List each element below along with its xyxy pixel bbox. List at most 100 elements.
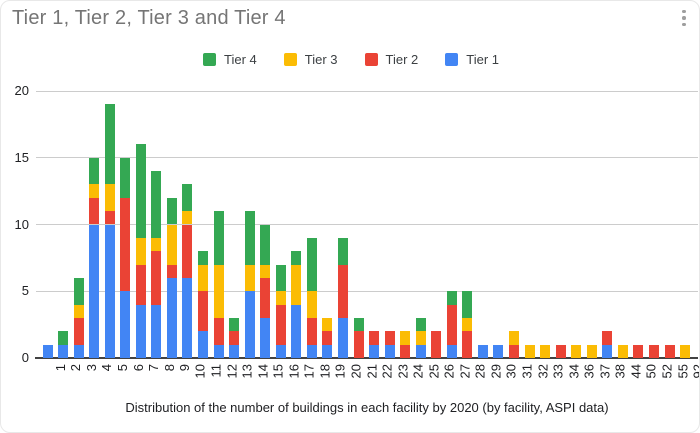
- bar-segment-tier1-x23[interactable]: [384, 344, 395, 358]
- bar-segment-tier1-x15[interactable]: [260, 317, 271, 358]
- bar-segment-tier2-x18[interactable]: [306, 317, 317, 345]
- bar-segment-tier2-x8[interactable]: [151, 251, 162, 305]
- bar-segment-tier4-x3[interactable]: [73, 277, 84, 305]
- bar-segment-tier1-x18[interactable]: [306, 344, 317, 358]
- bar-segment-tier1-x29[interactable]: [477, 344, 488, 358]
- bar-segment-tier3-x12[interactable]: [213, 264, 224, 318]
- bar-segment-tier3-x44[interactable]: [617, 344, 628, 358]
- bar-segment-tier3-x5[interactable]: [104, 184, 115, 212]
- bar-segment-tier2-x5[interactable]: [104, 211, 115, 225]
- bar-segment-tier3-x92[interactable]: [680, 344, 691, 358]
- bar-segment-tier4-x15[interactable]: [260, 224, 271, 265]
- bar-segment-tier3-x3[interactable]: [73, 304, 84, 318]
- bar-segment-tier2-x11[interactable]: [198, 291, 208, 332]
- bar-segment-tier2-x23[interactable]: [384, 331, 395, 345]
- bar-segment-tier2-x4[interactable]: [89, 197, 100, 225]
- bar-segment-tier1-x30[interactable]: [493, 344, 504, 358]
- bar-segment-tier3-x15[interactable]: [260, 264, 271, 278]
- bar-segment-tier2-x28[interactable]: [462, 331, 473, 358]
- bar-segment-tier3-x19[interactable]: [322, 317, 333, 332]
- bar-segment-tier4-x16[interactable]: [275, 264, 286, 292]
- bar-segment-tier3-x31[interactable]: [509, 331, 519, 345]
- bar-segment-tier4-x12[interactable]: [213, 211, 224, 265]
- bar-segment-tier1-x38[interactable]: [602, 344, 613, 358]
- bar-segment-tier1-x10[interactable]: [182, 277, 193, 358]
- bar-segment-tier2-x6[interactable]: [120, 197, 131, 292]
- bar-segment-tier1-x9[interactable]: [166, 277, 177, 358]
- bar-segment-tier1-x19[interactable]: [322, 344, 333, 358]
- bar-segment-tier2-x52[interactable]: [648, 344, 659, 358]
- bar-segment-tier2-x22[interactable]: [369, 331, 380, 345]
- bar-segment-tier4-x4[interactable]: [89, 157, 100, 185]
- bar-segment-tier2-x21[interactable]: [353, 331, 364, 358]
- bar-segment-tier2-x3[interactable]: [73, 317, 84, 345]
- bar-segment-tier1-x12[interactable]: [213, 344, 224, 358]
- bar-segment-tier4-x6[interactable]: [120, 157, 131, 198]
- bar-segment-tier4-x25[interactable]: [415, 317, 426, 332]
- bar-segment-tier2-x12[interactable]: [213, 317, 224, 345]
- bar-segment-tier1-x25[interactable]: [415, 344, 426, 358]
- bar-segment-tier1-x2[interactable]: [58, 344, 69, 358]
- bar-segment-tier2-x34[interactable]: [555, 344, 566, 358]
- bar-segment-tier3-x37[interactable]: [586, 344, 597, 358]
- bar-segment-tier2-x9[interactable]: [166, 264, 177, 278]
- bar-segment-tier2-x55[interactable]: [664, 344, 675, 358]
- bar-segment-tier1-x8[interactable]: [151, 304, 162, 358]
- bar-segment-tier4-x9[interactable]: [166, 197, 177, 225]
- bar-segment-tier3-x4[interactable]: [89, 184, 100, 198]
- bar-segment-tier1-x7[interactable]: [135, 304, 146, 358]
- bar-segment-tier1-x6[interactable]: [120, 291, 131, 358]
- bar-segment-tier3-x9[interactable]: [166, 224, 177, 265]
- bar-segment-tier4-x11[interactable]: [198, 251, 208, 265]
- bar-segment-tier3-x11[interactable]: [198, 264, 208, 292]
- bar-segment-tier2-x24[interactable]: [400, 344, 411, 358]
- bar-segment-tier3-x17[interactable]: [291, 264, 302, 305]
- bar-segment-tier2-x10[interactable]: [182, 224, 193, 278]
- bar-segment-tier1-x11[interactable]: [198, 331, 208, 358]
- bar-segment-tier2-x27[interactable]: [446, 304, 457, 345]
- bar-segment-tier4-x14[interactable]: [244, 211, 255, 265]
- bar-segment-tier2-x13[interactable]: [229, 331, 240, 345]
- bar-segment-tier2-x19[interactable]: [322, 331, 333, 345]
- bar-segment-tier2-x15[interactable]: [260, 277, 271, 318]
- bar-segment-tier3-x28[interactable]: [462, 317, 473, 332]
- bar-segment-tier1-x1[interactable]: [42, 344, 53, 358]
- bar-segment-tier4-x21[interactable]: [353, 317, 364, 332]
- bar-segment-tier2-x7[interactable]: [135, 264, 146, 305]
- bar-segment-tier1-x16[interactable]: [275, 344, 286, 358]
- more-options-icon[interactable]: [675, 5, 693, 31]
- bar-segment-tier3-x10[interactable]: [182, 211, 193, 225]
- bar-segment-tier2-x38[interactable]: [602, 331, 613, 345]
- bar-segment-tier3-x36[interactable]: [571, 344, 582, 358]
- bar-segment-tier4-x10[interactable]: [182, 184, 193, 212]
- bar-segment-tier4-x18[interactable]: [306, 237, 317, 292]
- bar-segment-tier3-x16[interactable]: [275, 291, 286, 305]
- bar-segment-tier2-x16[interactable]: [275, 304, 286, 345]
- bar-segment-tier1-x17[interactable]: [291, 304, 302, 358]
- bar-segment-tier1-x3[interactable]: [73, 344, 84, 358]
- bar-segment-tier2-x31[interactable]: [509, 344, 519, 358]
- bar-segment-tier1-x27[interactable]: [446, 344, 457, 358]
- bar-segment-tier1-x4[interactable]: [89, 224, 100, 358]
- bar-segment-tier2-x26[interactable]: [431, 331, 442, 358]
- bar-segment-tier4-x8[interactable]: [151, 171, 162, 238]
- bar-segment-tier2-x50[interactable]: [633, 344, 644, 358]
- bar-segment-tier4-x13[interactable]: [229, 317, 240, 332]
- bar-segment-tier3-x18[interactable]: [306, 291, 317, 318]
- bar-segment-tier4-x7[interactable]: [135, 144, 146, 238]
- bar-segment-tier1-x14[interactable]: [244, 291, 255, 358]
- bar-segment-tier4-x27[interactable]: [446, 291, 457, 305]
- bar-segment-tier3-x8[interactable]: [151, 237, 162, 252]
- bar-segment-tier1-x22[interactable]: [369, 344, 380, 358]
- bar-segment-tier3-x32[interactable]: [524, 344, 535, 358]
- bar-segment-tier1-x13[interactable]: [229, 344, 240, 358]
- bar-segment-tier3-x7[interactable]: [135, 237, 146, 265]
- bar-segment-tier4-x17[interactable]: [291, 251, 302, 265]
- bar-segment-tier3-x24[interactable]: [400, 331, 411, 345]
- bar-segment-tier3-x25[interactable]: [415, 331, 426, 345]
- bar-segment-tier3-x14[interactable]: [244, 264, 255, 292]
- bar-segment-tier4-x28[interactable]: [462, 291, 473, 318]
- bar-segment-tier1-x5[interactable]: [104, 224, 115, 358]
- bar-segment-tier4-x5[interactable]: [104, 104, 115, 185]
- bar-segment-tier3-x33[interactable]: [540, 344, 551, 358]
